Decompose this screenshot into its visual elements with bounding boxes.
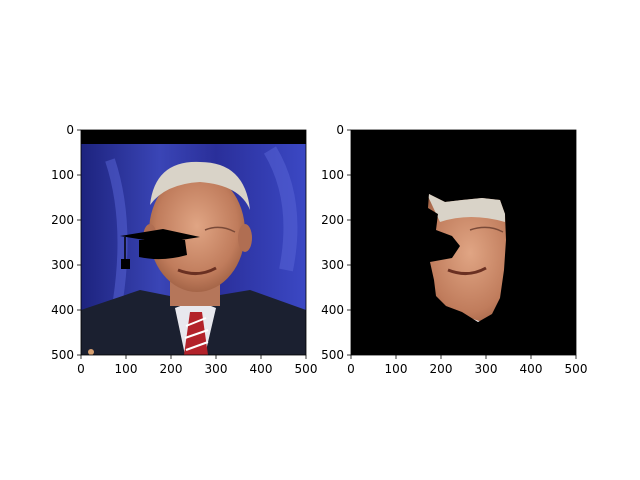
left-y-tick-label: 100 — [51, 168, 74, 182]
left-x-tick-label: 400 — [250, 362, 273, 376]
left-x-tick-label: 200 — [160, 362, 183, 376]
left-y-tick-label: 400 — [51, 303, 74, 317]
right-y-tick-label: 500 — [321, 348, 344, 362]
left-panel — [80, 129, 307, 356]
right-x-tick-label: 300 — [475, 362, 498, 376]
left-x-tick-label: 0 — [77, 362, 85, 376]
left-x-tick-label: 100 — [115, 362, 138, 376]
right-x-tick-label: 100 — [385, 362, 408, 376]
left-x-tick-label: 500 — [295, 362, 318, 376]
right-y-tick-label: 200 — [321, 213, 344, 227]
segmented-face-image — [351, 130, 576, 355]
right-y-tick-label: 400 — [321, 303, 344, 317]
left-y-tick-label: 500 — [51, 348, 74, 362]
right-y-tick-label: 0 — [336, 123, 344, 137]
right-x-tick-label: 400 — [520, 362, 543, 376]
right-x-tick-label: 0 — [347, 362, 355, 376]
left-y-tick-label: 200 — [51, 213, 74, 227]
graduation-cap-icon — [120, 229, 200, 269]
right-x-tick-label: 200 — [430, 362, 453, 376]
right-panel — [350, 129, 577, 356]
left-y-tick-label: 300 — [51, 258, 74, 272]
right-y-tick-label: 300 — [321, 258, 344, 272]
right-x-tick-label: 500 — [565, 362, 588, 376]
portrait-image — [81, 130, 306, 355]
left-x-tick-label: 300 — [205, 362, 228, 376]
right-y-tick-label: 100 — [321, 168, 344, 182]
left-y-tick-label: 0 — [66, 123, 74, 137]
